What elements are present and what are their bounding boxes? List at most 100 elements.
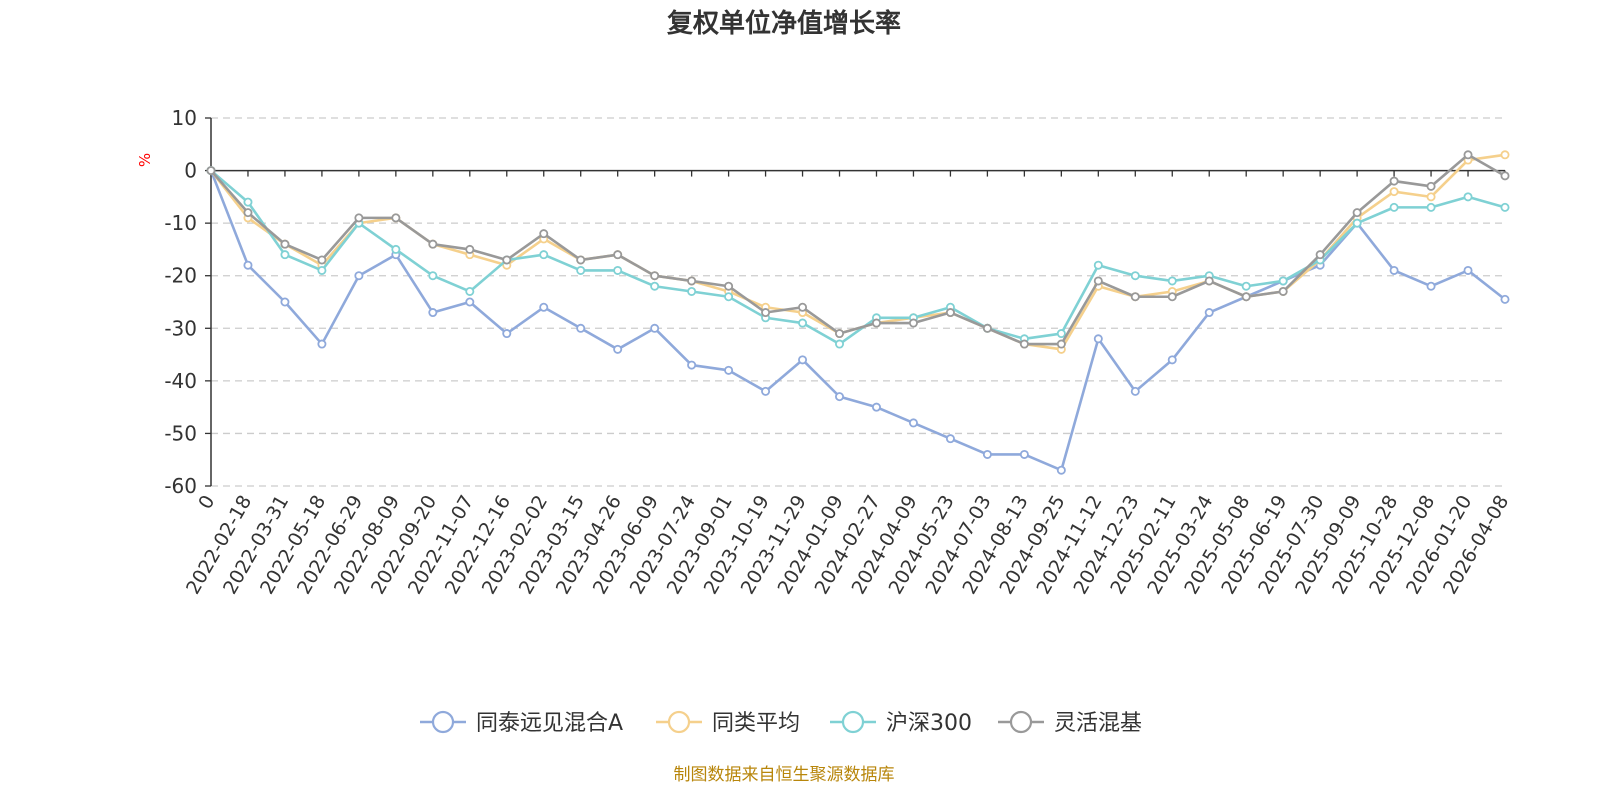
- legend-marker: [667, 710, 691, 734]
- legend-item[interactable]: 沪深300: [830, 710, 972, 736]
- data-point: [280, 239, 290, 249]
- data-point: [1500, 294, 1510, 304]
- data-point: [1500, 150, 1510, 160]
- data-point: [576, 323, 586, 333]
- data-point: [1389, 265, 1399, 275]
- series-line-4: [210, 153, 1506, 346]
- data-point: [687, 360, 697, 370]
- data-point: [1315, 250, 1325, 260]
- x-axis: 02022-02-182022-03-312022-05-182022-06-2…: [182, 169, 1513, 598]
- data-point: [576, 255, 586, 265]
- legend-label: 灵活混基: [1054, 711, 1142, 736]
- data-point: [1352, 208, 1362, 218]
- data-point: [761, 386, 771, 396]
- data-point: [280, 250, 290, 260]
- data-point: [539, 229, 549, 239]
- series-line-2: [209, 153, 1506, 351]
- legend[interactable]: 同泰远见混合A 同类平均 沪深300 灵活混基: [420, 710, 1142, 736]
- data-point: [1167, 276, 1177, 286]
- data-point: [835, 339, 845, 349]
- data-point: [798, 355, 808, 365]
- data-point: [1093, 260, 1103, 270]
- data-point: [243, 208, 253, 218]
- data-point: [835, 329, 845, 339]
- legend-label: 沪深300: [886, 711, 972, 736]
- data-point: [724, 292, 734, 302]
- data-point: [871, 318, 881, 328]
- data-point: [1463, 265, 1473, 275]
- data-point: [1130, 271, 1140, 281]
- data-point: [428, 239, 438, 249]
- legend-item[interactable]: 同类平均: [656, 710, 800, 736]
- data-point: [650, 281, 660, 291]
- legend-item[interactable]: 同泰远见混合A: [420, 710, 623, 736]
- legend-label: 同类平均: [712, 711, 800, 736]
- data-point: [317, 339, 327, 349]
- data-point: [1130, 386, 1140, 396]
- data-source-note: 制图数据来自恒生聚源数据库: [674, 765, 895, 785]
- data-point: [576, 265, 586, 275]
- legend-marker: [431, 710, 455, 734]
- data-point: [945, 308, 955, 318]
- data-point: [1463, 192, 1473, 202]
- data-point: [1056, 339, 1066, 349]
- y-tick-label: -10: [164, 211, 197, 235]
- legend-item[interactable]: 灵活混基: [998, 710, 1142, 736]
- data-point: [1167, 355, 1177, 365]
- data-point: [761, 308, 771, 318]
- y-tick-label: -20: [164, 264, 197, 288]
- data-point: [908, 418, 918, 428]
- data-point: [465, 286, 475, 296]
- data-point: [613, 250, 623, 260]
- data-point: [1056, 329, 1066, 339]
- data-point: [908, 318, 918, 328]
- data-point: [1056, 465, 1066, 475]
- data-point: [1500, 171, 1510, 181]
- data-point: [502, 255, 512, 265]
- data-point: [354, 213, 364, 223]
- legend-marker: [841, 710, 865, 734]
- y-axis-label: %: [136, 153, 154, 167]
- data-point: [243, 197, 253, 207]
- data-point: [798, 302, 808, 312]
- data-point: [391, 244, 401, 254]
- data-point: [835, 392, 845, 402]
- data-point: [1426, 181, 1436, 191]
- data-point: [650, 271, 660, 281]
- data-point: [1426, 281, 1436, 291]
- data-point: [1278, 276, 1288, 286]
- data-point: [280, 297, 290, 307]
- y-tick-label: -60: [164, 474, 197, 498]
- data-point: [391, 213, 401, 223]
- data-point: [1241, 281, 1251, 291]
- data-point: [354, 271, 364, 281]
- data-point: [687, 276, 697, 286]
- data-point: [1093, 334, 1103, 344]
- data-point: [650, 323, 660, 333]
- data-point: [871, 402, 881, 412]
- data-point: [539, 302, 549, 312]
- series-group: [206, 150, 1510, 475]
- series-line-3: [210, 169, 1506, 346]
- data-point: [613, 265, 623, 275]
- y-tick-label: -30: [164, 316, 197, 340]
- data-point: [465, 244, 475, 254]
- data-point: [1093, 276, 1103, 286]
- chart-title: 复权单位净值增长率: [667, 8, 901, 39]
- data-point: [687, 286, 697, 296]
- data-point: [428, 271, 438, 281]
- data-point: [243, 260, 253, 270]
- data-point: [539, 250, 549, 260]
- data-point: [428, 308, 438, 318]
- data-point: [1278, 286, 1288, 296]
- grid: [211, 117, 1505, 487]
- data-point: [502, 329, 512, 339]
- data-point: [1500, 202, 1510, 212]
- data-point: [982, 449, 992, 459]
- data-point: [206, 166, 216, 176]
- data-point: [1463, 150, 1473, 160]
- y-axis: 10 0 -10 -20 -30 -40 -50 -60: [164, 106, 212, 498]
- data-point: [945, 434, 955, 444]
- data-point: [1426, 192, 1436, 202]
